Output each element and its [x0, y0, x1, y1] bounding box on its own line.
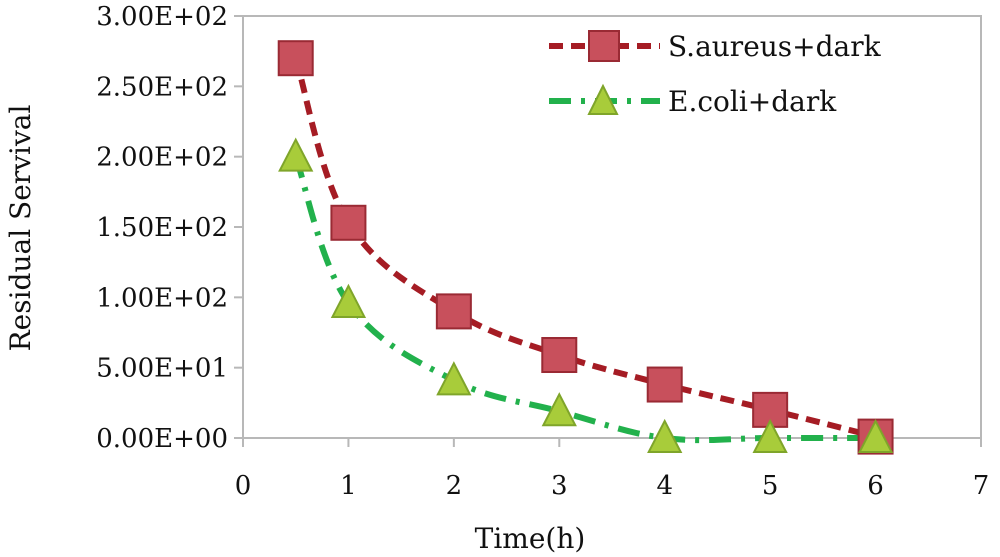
x-axis-title: Time(h) — [475, 522, 586, 555]
x-tick-label: 7 — [973, 471, 990, 501]
y-axis-title: Residual Servival — [4, 105, 37, 352]
data-point-square — [330, 204, 367, 241]
series-layer — [277, 40, 894, 455]
legend-square-marker — [588, 30, 620, 62]
data-point-square — [541, 337, 578, 374]
data-point-triangle — [752, 418, 788, 453]
x-tick-label: 6 — [867, 471, 884, 501]
data-point-triangle — [278, 137, 314, 172]
y-tick-label: 0.00E+00 — [96, 424, 228, 454]
data-point-triangle — [857, 418, 894, 453]
legend-label-e-coli: E.coli+dark — [668, 85, 837, 118]
data-point-square — [646, 366, 683, 403]
data-point-triangle — [647, 418, 683, 453]
x-tick-label: 5 — [762, 471, 779, 501]
legend: S.aureus+dark E.coli+dark — [549, 30, 882, 118]
data-point-triangle — [541, 392, 577, 427]
x-tick-label: 1 — [340, 471, 357, 501]
y-tick-label: 2.50E+02 — [96, 72, 228, 102]
x-tick-label: 0 — [235, 471, 252, 501]
legend-triangle-marker — [587, 83, 619, 115]
y-tick-label: 3.00E+02 — [96, 2, 228, 32]
y-tick-label: 1.50E+02 — [96, 213, 228, 243]
y-tick-label: 5.00E+01 — [96, 354, 228, 384]
data-point-square — [277, 40, 314, 77]
y-axis: 0.00E+00 5.00E+01 1.00E+02 1.50E+02 2.00E+02… — [96, 2, 243, 454]
y-tick-label: 2.00E+02 — [96, 143, 228, 173]
x-axis: 0 1 2 3 4 5 6 7 — [235, 438, 990, 501]
data-point-triangle — [436, 361, 472, 396]
data-point-triangle — [330, 283, 367, 318]
x-tick-label: 4 — [656, 471, 673, 501]
y-tick-label: 1.00E+02 — [96, 283, 228, 313]
x-tick-label: 3 — [551, 471, 568, 501]
x-tick-label: 2 — [446, 471, 463, 501]
legend-label-s-aureus: S.aureus+dark — [668, 30, 882, 63]
data-point-square — [435, 293, 472, 330]
